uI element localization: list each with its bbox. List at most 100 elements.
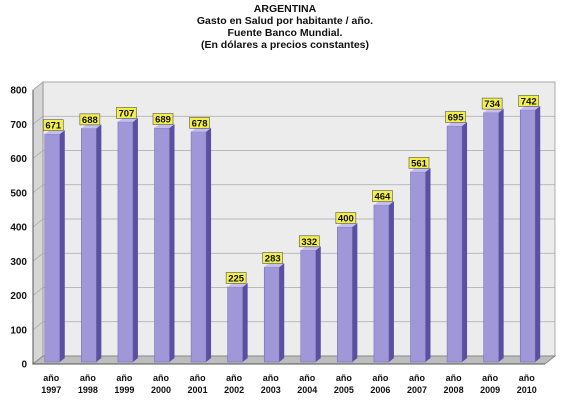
- x-tick-label: 2002: [224, 385, 244, 395]
- bar: [410, 171, 426, 363]
- x-tick-label: 2009: [480, 385, 500, 395]
- data-label-box: [152, 113, 174, 125]
- bar-top: [373, 201, 394, 206]
- x-tick-label: año: [43, 373, 60, 383]
- chart-subtitle-1: Gasto en Salud por habitante / año.: [196, 15, 374, 27]
- bar-top: [300, 246, 321, 251]
- bar-side: [425, 167, 431, 362]
- bar-top: [447, 121, 468, 126]
- bar: [81, 128, 97, 363]
- x-tick-label: 1997: [41, 385, 61, 395]
- chart-subtitle-3: (En dólares a precios constantes): [200, 39, 370, 51]
- x-tick-label: 2008: [444, 385, 464, 395]
- x-tick-label: año: [80, 373, 97, 383]
- bar-side: [462, 121, 468, 363]
- gridline: [32, 115, 555, 125]
- data-label-box: [189, 116, 210, 129]
- bar: [337, 226, 353, 363]
- x-tick-label: año: [263, 373, 280, 383]
- bar: [519, 109, 536, 363]
- x-tick-label: año: [336, 373, 353, 383]
- bar: [190, 131, 207, 363]
- bar-top: [191, 127, 212, 132]
- x-tick-label: año: [409, 373, 426, 383]
- y-tick-label: 700: [10, 120, 27, 131]
- x-tick-label: año: [153, 373, 170, 383]
- data-label-box: [262, 252, 284, 264]
- data-label: 400: [338, 214, 354, 225]
- data-label: 734: [484, 99, 501, 110]
- data-label: 689: [155, 115, 171, 126]
- gridline: [32, 184, 555, 194]
- data-label-box: [42, 119, 64, 131]
- x-tick-label: año: [519, 373, 536, 383]
- x-tick-label: 1999: [114, 385, 134, 395]
- bar-side: [498, 108, 504, 362]
- y-tick-label: 500: [10, 188, 27, 199]
- bar-side: [242, 282, 248, 362]
- data-label: 678: [192, 118, 208, 129]
- chart-subtitle-2: Fuente Banco Mundial.: [227, 27, 343, 39]
- bar-top: [264, 263, 285, 268]
- data-label-box: [225, 272, 247, 284]
- data-label-box: [408, 157, 430, 169]
- y-tick-label: 200: [10, 291, 27, 302]
- data-label: 332: [301, 237, 317, 248]
- bar: [117, 121, 134, 363]
- bar: [44, 133, 61, 363]
- bar-top: [483, 108, 504, 113]
- bar-top: [337, 223, 358, 227]
- bar-side: [59, 130, 65, 362]
- data-label-box: [372, 190, 393, 202]
- y-tick-label: 0: [21, 360, 27, 371]
- x-tick-label: 2006: [370, 385, 390, 395]
- x-tick-label: 2003: [261, 385, 281, 395]
- bar-top: [227, 282, 248, 287]
- bar-top: [410, 167, 431, 172]
- data-label-box: [445, 111, 466, 123]
- bar-side: [388, 201, 394, 362]
- x-tick-label: 2010: [517, 385, 537, 395]
- data-label-box: [298, 235, 320, 248]
- bar-side: [315, 246, 321, 362]
- x-tick-label: año: [446, 373, 463, 383]
- x-tick-label: año: [482, 373, 499, 383]
- bar-side: [352, 223, 358, 362]
- bar-side: [279, 263, 285, 362]
- x-tick-label: año: [116, 373, 133, 383]
- bar: [227, 286, 243, 363]
- gridline: [32, 81, 555, 91]
- bar-side: [132, 117, 138, 362]
- gridline: [32, 150, 555, 159]
- x-tick-label: año: [372, 373, 389, 383]
- bar: [154, 127, 170, 363]
- y-tick-label: 100: [10, 325, 27, 336]
- data-label: 283: [265, 254, 281, 265]
- x-tick-label: 2001: [188, 385, 208, 395]
- x-tick-label: año: [226, 373, 243, 383]
- y-tick-label: 300: [10, 257, 27, 268]
- data-label-box: [335, 212, 357, 224]
- y-tick-label: 400: [10, 223, 27, 234]
- bar-top: [117, 117, 138, 122]
- bar-side: [206, 127, 212, 362]
- data-label-box: [79, 113, 101, 126]
- bar-side: [535, 105, 541, 363]
- x-tick-label: año: [190, 373, 207, 383]
- data-label: 561: [411, 158, 428, 169]
- chart-title: ARGENTINA: [253, 3, 317, 15]
- data-label: 671: [45, 121, 62, 132]
- x-tick-label: 2007: [407, 385, 427, 395]
- x-tick-label: 2000: [151, 385, 171, 395]
- data-label-box: [481, 97, 503, 110]
- x-tick-label: 2005: [334, 385, 354, 395]
- x-tick-label: año: [299, 373, 316, 383]
- bar-top: [81, 124, 102, 129]
- y-tick-label: 600: [10, 154, 27, 165]
- data-label: 464: [374, 192, 391, 203]
- bar-top: [520, 105, 541, 110]
- bar: [446, 125, 463, 363]
- data-label: 742: [521, 96, 537, 107]
